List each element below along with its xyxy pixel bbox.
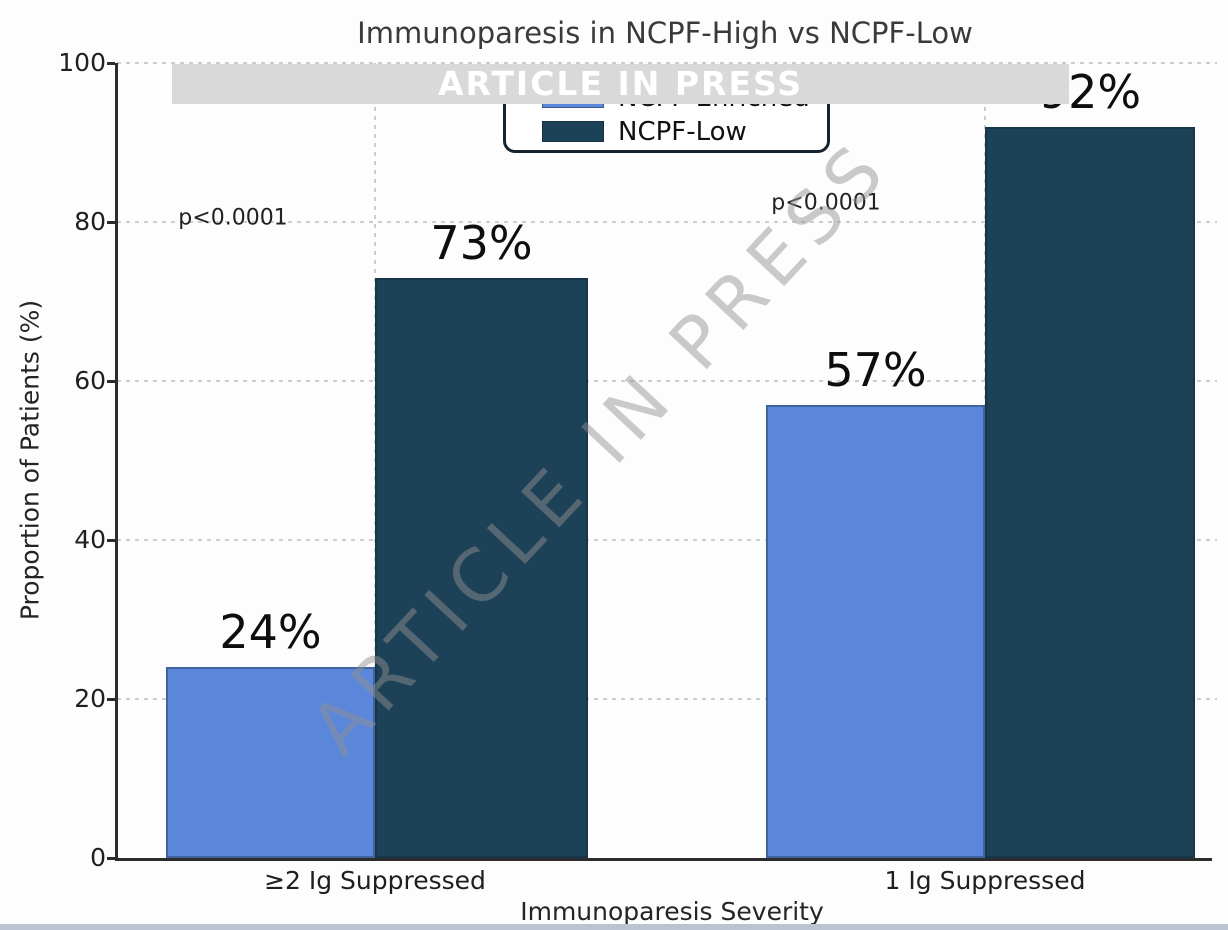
- y-axis-spine: [115, 63, 118, 860]
- page-bottom-divider: [0, 924, 1228, 930]
- x-category-label-2: 1 Ig Suppressed: [884, 866, 1086, 895]
- gridline-100: [117, 62, 1217, 64]
- gridline-20: [117, 698, 1217, 700]
- y-tick-label-20: 20: [74, 684, 106, 713]
- bar-value-label-ncpf-enriched-group2: 57%: [824, 342, 927, 397]
- y-tickmark-100: [107, 62, 115, 65]
- y-axis-label: Proportion of Patients (%): [15, 299, 45, 621]
- y-tickmark-60: [107, 380, 115, 383]
- bar-value-label-ncpf-enriched-group1: 24%: [219, 605, 322, 660]
- legend-swatch-ncpf-low: [542, 121, 604, 142]
- p-value-annotation-group1: p<0.0001: [178, 205, 288, 231]
- x-axis-spine: [115, 858, 1212, 861]
- y-tick-label-80: 80: [74, 207, 106, 236]
- y-tickmark-80: [107, 221, 115, 224]
- bar-value-label-ncpf-low-group1: 73%: [430, 215, 533, 270]
- bar-ncpf-enriched-group1: [166, 667, 375, 858]
- y-tickmark-20: [107, 698, 115, 701]
- chart-title: Immunoparesis in NCPF-High vs NCPF-Low: [357, 16, 973, 50]
- gridline-60: [117, 380, 1217, 382]
- p-value-annotation-group2: p<0.0001: [771, 190, 881, 216]
- x-axis-label: Immunoparesis Severity: [520, 897, 824, 926]
- y-tick-label-0: 0: [90, 843, 106, 872]
- y-tickmark-0: [107, 857, 115, 860]
- legend-label-ncpf-low: NCPF-Low: [618, 117, 747, 147]
- bar-ncpf-low-group2: [985, 126, 1195, 858]
- bar-ncpf-enriched-group2: [766, 404, 985, 858]
- y-tickmark-40: [107, 539, 115, 542]
- y-tick-label-60: 60: [74, 366, 106, 395]
- y-tick-label-100: 100: [58, 48, 106, 77]
- gridline-40: [117, 539, 1217, 541]
- x-category-label-1: ≥2 Ig Suppressed: [264, 866, 486, 895]
- legend-row-ncpf-low: NCPF-Low: [506, 119, 827, 145]
- y-tick-label-40: 40: [74, 525, 106, 554]
- bar-ncpf-low-group1: [375, 277, 588, 858]
- gridline-80: [117, 221, 1217, 223]
- article-in-press-banner: ARTICLE IN PRESS: [172, 64, 1069, 104]
